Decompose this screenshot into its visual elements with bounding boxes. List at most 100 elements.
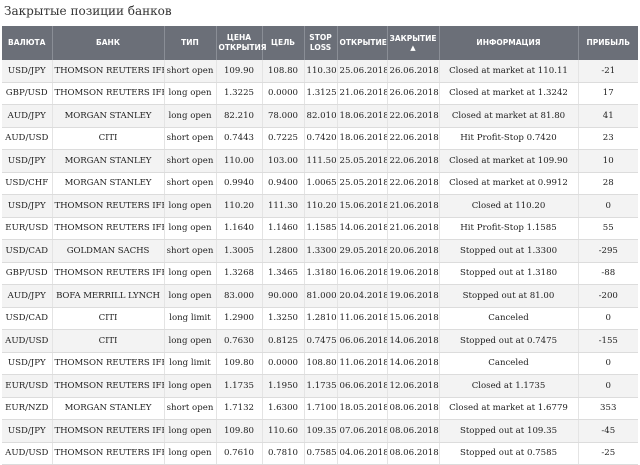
table-row: GBP/USD THOMSON REUTERS IFR long open 1.326… [2,262,638,285]
open-price-cell: 110.20 [216,194,263,218]
pair-cell: AUD/USD [2,329,53,353]
bank-cell: THOMSON REUTERS IFR [52,82,165,105]
open-date-cell: 07.06.2018 [337,419,388,443]
pair-cell: EUR/NZD [2,397,53,420]
profit-cell: 10 [578,149,638,173]
pair-cell: USD/CAD [2,239,53,263]
close-date-cell: 20.06.2018 [387,239,440,263]
stop-loss-cell: 110.30 [304,60,338,83]
open-price-cell: 0.9940 [216,172,263,195]
open-price-cell: 1.1640 [216,217,263,240]
pair-cell: EUR/USD [2,374,53,398]
sort-ascending-icon: ▲ [410,43,416,52]
open-price-cell: 1.1735 [216,374,263,398]
pair-cell: AUD/JPY [2,104,53,128]
info-cell: Closed at 1.1735 [439,374,579,398]
type-cell: long open [164,442,217,465]
close-date-cell: 21.06.2018 [387,194,440,218]
type-cell: long open [164,262,217,285]
close-date-cell: 22.06.2018 [387,127,440,150]
info-cell: Hit Profit-Stop 0.7420 [439,127,579,150]
table-row: AUD/USD THOMSON REUTERS IFR long open 0.761… [2,442,638,465]
column-header-type[interactable]: Тип [164,26,217,60]
bank-cell: BOFA MERRILL LYNCH [52,284,165,308]
column-header-bank[interactable]: Банк [52,26,165,60]
stop-loss-cell: 1.1735 [304,374,338,398]
column-header-pair[interactable]: Валюта [2,26,53,60]
column-header-target[interactable]: Цель [262,26,305,60]
table-row: EUR/NZD MORGAN STANLEY short open 1.7132 1.6… [2,397,638,420]
profit-cell: -88 [578,262,638,285]
target-cell: 0.7225 [262,127,305,150]
profit-cell: 0 [578,307,638,330]
close-date-cell: 08.06.2018 [387,397,440,420]
open-price-cell: 82.210 [216,104,263,128]
pair-cell: USD/JPY [2,194,53,218]
profit-cell: 55 [578,217,638,240]
table-row: USD/CHF MORGAN STANLEY short open 0.9940 0.9… [2,172,638,195]
info-cell: Stopped out at 0.7585 [439,442,579,465]
column-header-stop-loss[interactable]: Stop Loss [304,26,338,60]
stop-loss-cell: 0.7585 [304,442,338,465]
column-header-profit[interactable]: Прибыль [578,26,638,60]
column-header-close-date[interactable]: Закрытие ▲ [387,26,440,60]
target-cell: 0.0000 [262,352,305,375]
target-cell: 111.30 [262,194,305,218]
info-cell: Closed at market at 1.6779 [439,397,579,420]
type-cell: short open [164,60,217,83]
stop-loss-cell: 81.000 [304,284,338,308]
profit-cell: -45 [578,419,638,443]
target-cell: 90.000 [262,284,305,308]
info-cell: Canceled [439,352,579,375]
open-date-cell: 20.04.2018 [337,284,388,308]
profit-cell: 17 [578,82,638,105]
column-header-info[interactable]: Информация [439,26,579,60]
column-header-open-price[interactable]: Цена открытия [216,26,267,60]
open-date-cell: 29.05.2018 [337,239,388,263]
profit-cell: 0 [578,194,638,218]
table-row: AUD/JPY BOFA MERRILL LYNCH long open 83.000… [2,284,638,308]
close-date-cell: 14.06.2018 [387,352,440,375]
open-price-cell: 109.80 [216,352,263,375]
profit-cell: 353 [578,397,638,420]
page-title: Закрытые позиции банков [4,4,172,18]
stop-loss-cell: 1.2810 [304,307,338,330]
open-date-cell: 21.06.2018 [337,82,388,105]
table-header-row: Валюта Банк Тип Цена открытия Цель Stop Lo… [2,26,638,60]
pair-cell: AUD/USD [2,127,53,150]
bank-cell: THOMSON REUTERS IFR [52,374,165,398]
target-cell: 103.00 [262,149,305,173]
target-cell: 1.3250 [262,307,305,330]
info-cell: Stopped out at 81.00 [439,284,579,308]
pair-cell: AUD/JPY [2,284,53,308]
pair-cell: USD/JPY [2,60,53,83]
close-date-cell: 22.06.2018 [387,104,440,128]
bank-cell: THOMSON REUTERS IFR [52,352,165,375]
pair-cell: USD/CHF [2,172,53,195]
target-cell: 1.1950 [262,374,305,398]
column-header-open-date[interactable]: Открытие [337,26,388,60]
close-date-cell: 15.06.2018 [387,307,440,330]
open-date-cell: 06.06.2018 [337,374,388,398]
info-cell: Canceled [439,307,579,330]
stop-loss-cell: 1.0065 [304,172,338,195]
table-row: GBP/USD THOMSON REUTERS IFR long open 1.322… [2,82,638,105]
close-date-cell: 14.06.2018 [387,329,440,353]
open-date-cell: 15.06.2018 [337,194,388,218]
table-row: USD/JPY THOMSON REUTERS IFR long limit 109.… [2,352,638,375]
open-date-cell: 11.06.2018 [337,307,388,330]
open-date-cell: 11.06.2018 [337,352,388,375]
target-cell: 78.000 [262,104,305,128]
open-price-cell: 1.3225 [216,82,263,105]
bank-cell: MORGAN STANLEY [52,397,165,420]
open-price-cell: 1.3005 [216,239,263,263]
open-price-cell: 109.80 [216,419,263,443]
pair-cell: AUD/USD [2,442,53,465]
type-cell: short open [164,149,217,173]
close-date-cell: 26.06.2018 [387,60,440,83]
close-date-cell: 21.06.2018 [387,217,440,240]
type-cell: long open [164,284,217,308]
pair-cell: USD/JPY [2,149,53,173]
table-body: USD/JPY THOMSON REUTERS IFR short open 109.… [2,60,638,465]
pair-cell: USD/JPY [2,352,53,375]
